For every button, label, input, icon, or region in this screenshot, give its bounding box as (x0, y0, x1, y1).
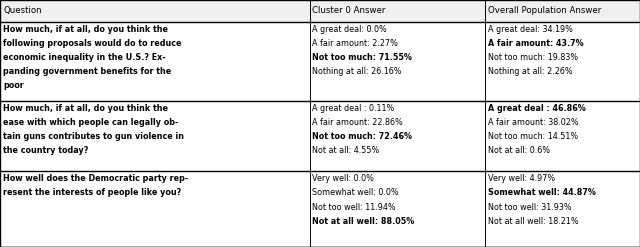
Text: How much, if at all, do you think the: How much, if at all, do you think the (3, 104, 168, 113)
Text: How well does the Democratic party rep-: How well does the Democratic party rep- (3, 174, 188, 183)
Text: A great deal: 34.19%: A great deal: 34.19% (488, 25, 573, 34)
Text: poor: poor (3, 81, 24, 90)
Text: How much, if at all, do you think the: How much, if at all, do you think the (3, 25, 168, 34)
Text: Very well: 0.0%: Very well: 0.0% (312, 174, 374, 183)
Bar (0, 0, 640, 22)
Text: A fair amount: 22.86%: A fair amount: 22.86% (312, 118, 403, 127)
Text: tain guns contributes to gun violence in: tain guns contributes to gun violence in (3, 132, 184, 141)
Text: Nothing at all: 26.16%: Nothing at all: 26.16% (312, 67, 401, 76)
Text: A great deal : 0.11%: A great deal : 0.11% (312, 104, 394, 113)
Text: Not too well: 31.93%: Not too well: 31.93% (488, 203, 572, 211)
Text: resent the interests of people like you?: resent the interests of people like you? (3, 188, 182, 197)
Text: Question: Question (3, 6, 42, 15)
Text: Not at all well: 18.21%: Not at all well: 18.21% (488, 217, 579, 226)
Text: Very well: 4.97%: Very well: 4.97% (488, 174, 555, 183)
Text: Somewhat well: 0.0%: Somewhat well: 0.0% (312, 188, 398, 197)
Text: Not at all well: 88.05%: Not at all well: 88.05% (312, 217, 414, 226)
Text: the country today?: the country today? (3, 146, 88, 155)
Text: panding government benefits for the: panding government benefits for the (3, 67, 172, 76)
Text: Somewhat well: 44.87%: Somewhat well: 44.87% (488, 188, 596, 197)
Text: Not too well: 11.94%: Not too well: 11.94% (312, 203, 396, 211)
Text: economic inequality in the U.S.? Ex-: economic inequality in the U.S.? Ex- (3, 53, 166, 62)
Text: Not at all: 0.6%: Not at all: 0.6% (488, 146, 550, 155)
Text: Not too much: 14.51%: Not too much: 14.51% (488, 132, 578, 141)
Text: Overall Population Answer: Overall Population Answer (488, 6, 601, 15)
Text: Not too much: 19.83%: Not too much: 19.83% (488, 53, 578, 62)
Text: Cluster 0 Answer: Cluster 0 Answer (312, 6, 385, 15)
Text: A great deal : 46.86%: A great deal : 46.86% (488, 104, 586, 113)
Text: ease with which people can legally ob-: ease with which people can legally ob- (3, 118, 179, 127)
Text: Not too much: 71.55%: Not too much: 71.55% (312, 53, 412, 62)
Text: A fair amount: 2.27%: A fair amount: 2.27% (312, 39, 397, 48)
Text: A great deal: 0.0%: A great deal: 0.0% (312, 25, 387, 34)
Text: A fair amount: 43.7%: A fair amount: 43.7% (488, 39, 583, 48)
Text: A fair amount: 38.02%: A fair amount: 38.02% (488, 118, 579, 127)
Text: Nothing at all: 2.26%: Nothing at all: 2.26% (488, 67, 572, 76)
Text: Not at all: 4.55%: Not at all: 4.55% (312, 146, 379, 155)
Text: Not too much: 72.46%: Not too much: 72.46% (312, 132, 412, 141)
Text: following proposals would do to reduce: following proposals would do to reduce (3, 39, 182, 48)
